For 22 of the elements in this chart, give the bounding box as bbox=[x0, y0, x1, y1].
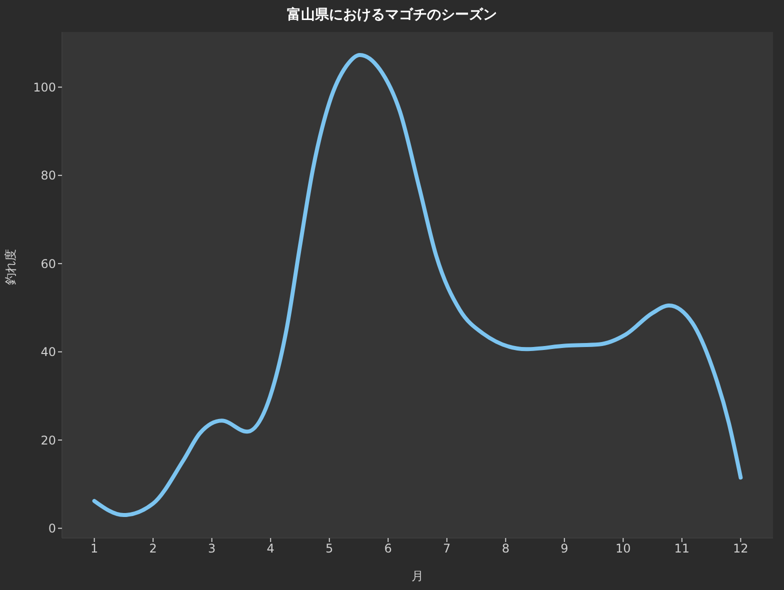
x-axis-title: 月 bbox=[412, 569, 424, 583]
y-tick-label: 20 bbox=[40, 433, 56, 448]
x-tick-label: 8 bbox=[502, 542, 510, 556]
x-tick-label: 12 bbox=[733, 542, 748, 556]
x-tick-label: 9 bbox=[560, 542, 568, 556]
line-series bbox=[92, 52, 743, 518]
x-tick-label: 10 bbox=[616, 542, 631, 556]
y-tick-label: 60 bbox=[40, 256, 56, 271]
y-tick-label: 80 bbox=[40, 168, 56, 183]
x-tick-label: 2 bbox=[149, 542, 157, 556]
x-tick-label: 7 bbox=[443, 542, 451, 556]
x-tick-label: 6 bbox=[384, 542, 392, 556]
x-tick-label: 3 bbox=[208, 542, 216, 556]
x-tick-label: 4 bbox=[266, 542, 274, 556]
x-tick-label: 11 bbox=[674, 542, 690, 556]
y-tick-label: 40 bbox=[40, 345, 56, 360]
x-tick-label: 1 bbox=[90, 542, 98, 556]
y-axis-title: 釣れ度 bbox=[3, 249, 18, 285]
y-tick-label: 0 bbox=[48, 522, 56, 536]
chart-title: 富山県におけるマゴチのシーズン bbox=[286, 6, 498, 24]
x-tick-label: 5 bbox=[326, 542, 334, 556]
y-tick-label: 100 bbox=[33, 80, 56, 94]
